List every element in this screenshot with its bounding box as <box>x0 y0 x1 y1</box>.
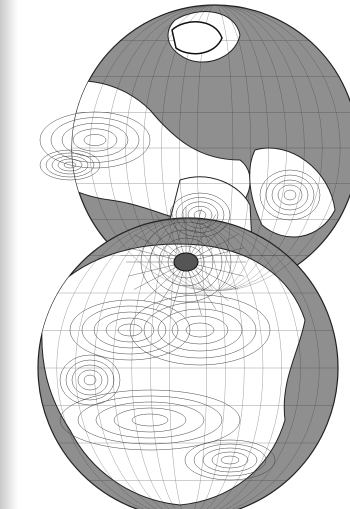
pacific <box>41 243 306 506</box>
current-line <box>81 305 179 355</box>
greenland <box>171 21 223 55</box>
current-line <box>50 117 140 163</box>
current-line <box>77 395 223 445</box>
current-line <box>57 158 83 172</box>
current-line <box>184 439 276 481</box>
lower-oceans <box>41 243 306 506</box>
current-line <box>45 152 95 178</box>
current-line <box>39 111 151 169</box>
current-line <box>169 192 231 238</box>
current-line <box>69 299 191 361</box>
current-line <box>117 323 143 337</box>
current-line <box>129 294 271 366</box>
current-line <box>95 401 205 439</box>
current-line <box>271 179 309 211</box>
current-line <box>83 374 97 386</box>
current-line <box>259 169 321 221</box>
current-line <box>72 128 118 152</box>
antarctica <box>173 252 199 272</box>
current-line <box>59 354 121 406</box>
current-line <box>193 443 267 477</box>
current-line <box>131 413 169 427</box>
current-line <box>83 134 107 146</box>
current-line <box>113 407 187 433</box>
current-line <box>277 184 303 206</box>
current-line <box>143 301 257 359</box>
current-line <box>77 369 103 391</box>
current-line <box>265 174 315 216</box>
current-line <box>51 155 89 175</box>
current-line <box>105 317 155 343</box>
current-line <box>283 189 297 201</box>
current-line <box>185 322 215 338</box>
current-line <box>71 364 109 396</box>
current-line <box>65 359 115 401</box>
indian-ocean <box>249 147 336 238</box>
current-line <box>181 201 219 229</box>
current-line <box>93 311 167 349</box>
current-line <box>39 149 101 181</box>
scan-shadow <box>0 0 18 509</box>
current-line <box>202 447 258 473</box>
current-line <box>63 161 77 169</box>
current-line <box>193 210 207 220</box>
current-line <box>220 455 240 465</box>
current-line <box>59 389 241 451</box>
current-line <box>157 308 243 352</box>
current-line <box>171 315 229 345</box>
current-line <box>211 451 249 469</box>
